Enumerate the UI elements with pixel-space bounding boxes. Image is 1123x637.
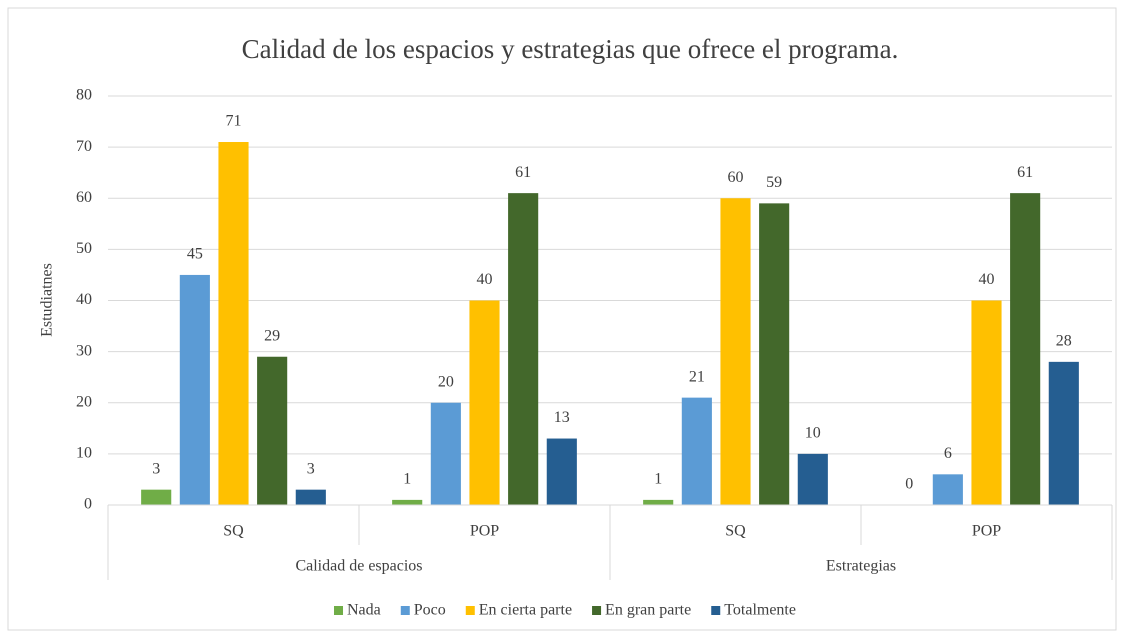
bar — [1010, 193, 1041, 505]
value-label: 3 — [152, 460, 160, 477]
value-label: 21 — [689, 368, 705, 385]
legend-swatch — [334, 606, 344, 615]
y-tick-label: 50 — [76, 240, 92, 257]
value-label: 20 — [438, 373, 454, 390]
bar — [681, 397, 712, 505]
bar — [720, 198, 751, 505]
value-label: 6 — [944, 445, 952, 462]
group-label: Estrategias — [826, 558, 896, 575]
legend-swatch — [465, 606, 475, 615]
value-label: 0 — [905, 476, 913, 493]
value-label: 61 — [515, 164, 531, 181]
value-label: 71 — [226, 113, 242, 130]
bar — [643, 499, 674, 505]
x-tick-label: POP — [972, 523, 1001, 540]
bar — [932, 474, 963, 505]
value-label: 45 — [187, 246, 203, 263]
legend-swatch — [711, 606, 721, 615]
value-label: 40 — [979, 271, 995, 288]
value-label: 3 — [307, 460, 315, 477]
y-axis-label: Estudiatnes — [39, 263, 56, 337]
bar — [469, 300, 500, 505]
bar — [218, 142, 249, 505]
x-tick-label: POP — [470, 523, 499, 540]
value-label: 59 — [766, 174, 782, 191]
legend-label: En cierta parte — [479, 602, 572, 619]
bar — [1048, 361, 1079, 505]
value-label: 1 — [403, 471, 411, 488]
legend-label: Nada — [347, 602, 381, 619]
x-tick-label: SQ — [223, 523, 244, 540]
bar — [392, 499, 423, 505]
chart-frame — [7, 7, 1117, 631]
bar — [141, 489, 172, 505]
y-tick-label: 60 — [76, 189, 92, 206]
y-tick-label: 30 — [76, 342, 92, 359]
legend-label: Poco — [414, 602, 446, 619]
y-tick-label: 10 — [76, 445, 92, 462]
value-label: 10 — [805, 425, 821, 442]
y-tick-label: 20 — [76, 393, 92, 410]
value-label: 60 — [728, 169, 744, 186]
value-label: 29 — [264, 327, 280, 344]
legend-label: Totalmente — [724, 602, 796, 619]
y-tick-label: 40 — [76, 291, 92, 308]
bar — [546, 438, 577, 505]
y-tick-label: 70 — [76, 138, 92, 155]
group-label: Calidad de espacios — [295, 558, 422, 575]
value-label: 13 — [554, 409, 570, 426]
value-label: 1 — [654, 471, 662, 488]
legend-swatch — [400, 606, 410, 615]
chart-title: Calidad de los espacios y estrategias qu… — [242, 34, 899, 64]
value-label: 40 — [477, 271, 493, 288]
y-tick-label: 0 — [84, 496, 92, 513]
bar — [179, 274, 210, 505]
legend-label: En gran parte — [605, 602, 691, 619]
bar — [971, 300, 1002, 505]
bar — [759, 203, 790, 506]
x-tick-label: SQ — [725, 523, 746, 540]
value-label: 61 — [1017, 164, 1033, 181]
bar — [508, 193, 539, 505]
bar — [797, 453, 828, 505]
value-label: 28 — [1056, 333, 1072, 350]
bar — [430, 402, 461, 505]
legend-swatch — [592, 606, 602, 615]
y-tick-label: 80 — [76, 87, 92, 104]
bar — [295, 489, 326, 505]
bar — [257, 356, 288, 505]
